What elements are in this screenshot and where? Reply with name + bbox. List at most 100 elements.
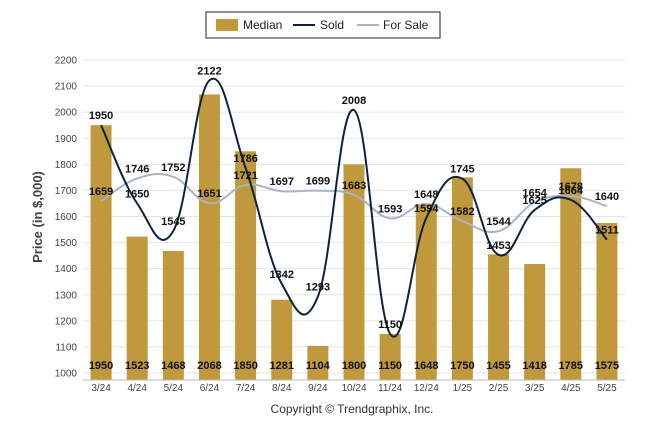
- x-tick-label: 6/24: [200, 383, 220, 394]
- data-label-median: 1648: [414, 360, 438, 372]
- data-label-sold: 1293: [306, 282, 330, 294]
- data-label-median: 1418: [522, 360, 546, 372]
- y-tick-label: 1900: [55, 134, 78, 145]
- data-label-sold: 1150: [378, 319, 402, 331]
- y-tick-label: 2000: [55, 108, 78, 119]
- data-label-for-sale: 1678: [559, 181, 583, 193]
- bar-median: [596, 223, 618, 380]
- legend-label-for-sale: For Sale: [383, 18, 429, 32]
- x-tick-label: 10/24: [341, 383, 366, 394]
- data-label-for-sale: 1582: [450, 206, 474, 218]
- data-label-for-sale: 1640: [595, 191, 619, 203]
- y-tick-label: 2200: [55, 56, 78, 67]
- x-tick-label: 2/25: [489, 383, 509, 394]
- y-tick-label: 1500: [55, 238, 78, 249]
- data-label-median: 1785: [559, 360, 583, 372]
- data-label-median: 1281: [269, 360, 293, 372]
- data-label-median: 1800: [342, 360, 366, 372]
- data-label-sold: 1950: [89, 110, 113, 122]
- x-tick-label: 5/25: [597, 383, 617, 394]
- bars: [90, 94, 618, 381]
- y-tick-label: 1800: [55, 160, 78, 171]
- legend-swatch-median: [216, 19, 238, 31]
- x-tick-label: 3/24: [91, 383, 111, 394]
- data-label-median: 1455: [486, 360, 510, 372]
- x-tick-label: 4/24: [127, 383, 147, 394]
- bar-median: [235, 151, 257, 380]
- data-label-for-sale: 1683: [342, 180, 366, 192]
- legend-label-sold: Sold: [320, 18, 344, 32]
- data-label-median: 1950: [89, 360, 113, 372]
- bar-median: [198, 94, 220, 381]
- x-tick-label: 11/24: [378, 383, 403, 394]
- bar-median: [90, 125, 112, 380]
- data-label-sold: 2122: [197, 65, 221, 77]
- data-label-for-sale: 1659: [89, 186, 113, 198]
- bar-median: [415, 203, 437, 380]
- x-tick-label: 7/24: [236, 383, 256, 394]
- y-tick-label: 1600: [55, 212, 78, 223]
- data-label-for-sale: 1699: [306, 176, 330, 188]
- data-label-for-sale: 1721: [233, 170, 257, 182]
- data-label-median: 1850: [233, 360, 257, 372]
- y-tick-label: 1400: [55, 264, 78, 275]
- data-label-median: 1468: [161, 360, 185, 372]
- lines: [100, 77, 608, 338]
- bar-median: [524, 263, 546, 380]
- y-tick-label: 1700: [55, 186, 78, 197]
- data-label-for-sale: 1651: [197, 188, 221, 200]
- data-label-sold: 1453: [486, 240, 510, 252]
- data-labels: 1950 1523 1468 2068 1850 1281 1104 1800 1150 1648…: [89, 65, 619, 372]
- data-label-sold: 2008: [342, 95, 366, 107]
- data-label-for-sale: 1746: [125, 163, 149, 175]
- data-label-median: 1104: [306, 360, 331, 372]
- bar-median: [307, 345, 329, 380]
- line-sold: [100, 77, 608, 338]
- legend: Median Sold For Sale: [205, 11, 441, 39]
- bar-median: [488, 254, 510, 380]
- axes: 1000 1100 1200 1300 1400 1500 1600 1700 1800 1900…: [55, 56, 625, 394]
- data-label-median: 1750: [450, 360, 474, 372]
- data-label-for-sale: 1648: [414, 189, 438, 201]
- y-axis-label: Price (in $,000): [30, 171, 45, 263]
- data-label-sold: 1745: [450, 164, 474, 176]
- data-label-sold: 1625: [522, 195, 546, 207]
- x-tick-label: 5/24: [164, 383, 184, 394]
- data-label-sold: 1594: [414, 203, 439, 215]
- data-label-sold: 1545: [161, 216, 185, 228]
- data-label-sold: 1342: [269, 269, 293, 281]
- data-label-sold: 1664: [559, 185, 584, 197]
- bar-median: [379, 333, 401, 380]
- x-tick-label: 9/24: [308, 383, 328, 394]
- data-label-for-sale: 1544: [486, 216, 511, 228]
- data-label-sold: 1650: [125, 188, 149, 200]
- data-label-median: 1523: [125, 360, 149, 372]
- data-label-median: 1150: [378, 360, 402, 372]
- y-tick-label: 1100: [55, 342, 77, 353]
- legend-label-median: Median: [243, 18, 282, 32]
- line-for-sale: [100, 172, 608, 233]
- bar-median: [271, 299, 293, 380]
- data-label-for-sale: 1593: [378, 203, 402, 215]
- bar-median: [560, 168, 582, 380]
- x-tick-label: 8/24: [272, 383, 292, 394]
- x-tick-label: 3/25: [525, 383, 545, 394]
- bar-median: [343, 164, 365, 380]
- data-label-for-sale: 1752: [161, 162, 185, 174]
- data-label-for-sale: 1697: [269, 176, 293, 188]
- y-tick-label: 1000: [55, 369, 78, 380]
- data-label-median: 2068: [197, 360, 221, 372]
- x-tick-label: 4/25: [561, 383, 581, 394]
- y-tick-label: 1200: [55, 316, 78, 327]
- bar-median: [162, 250, 184, 380]
- bar-median: [126, 236, 148, 380]
- y-tick-label: 1300: [55, 290, 78, 301]
- data-label-sold: 1511: [595, 225, 619, 237]
- x-tick-label: 12/24: [414, 383, 439, 394]
- copyright: Copyright © Trendgraphix, Inc.: [271, 402, 434, 416]
- x-tick-label: 1/25: [453, 383, 473, 394]
- y-tick-label: 2100: [55, 82, 78, 93]
- legend-box: [205, 11, 441, 39]
- data-label-for-sale: 1654: [522, 187, 547, 199]
